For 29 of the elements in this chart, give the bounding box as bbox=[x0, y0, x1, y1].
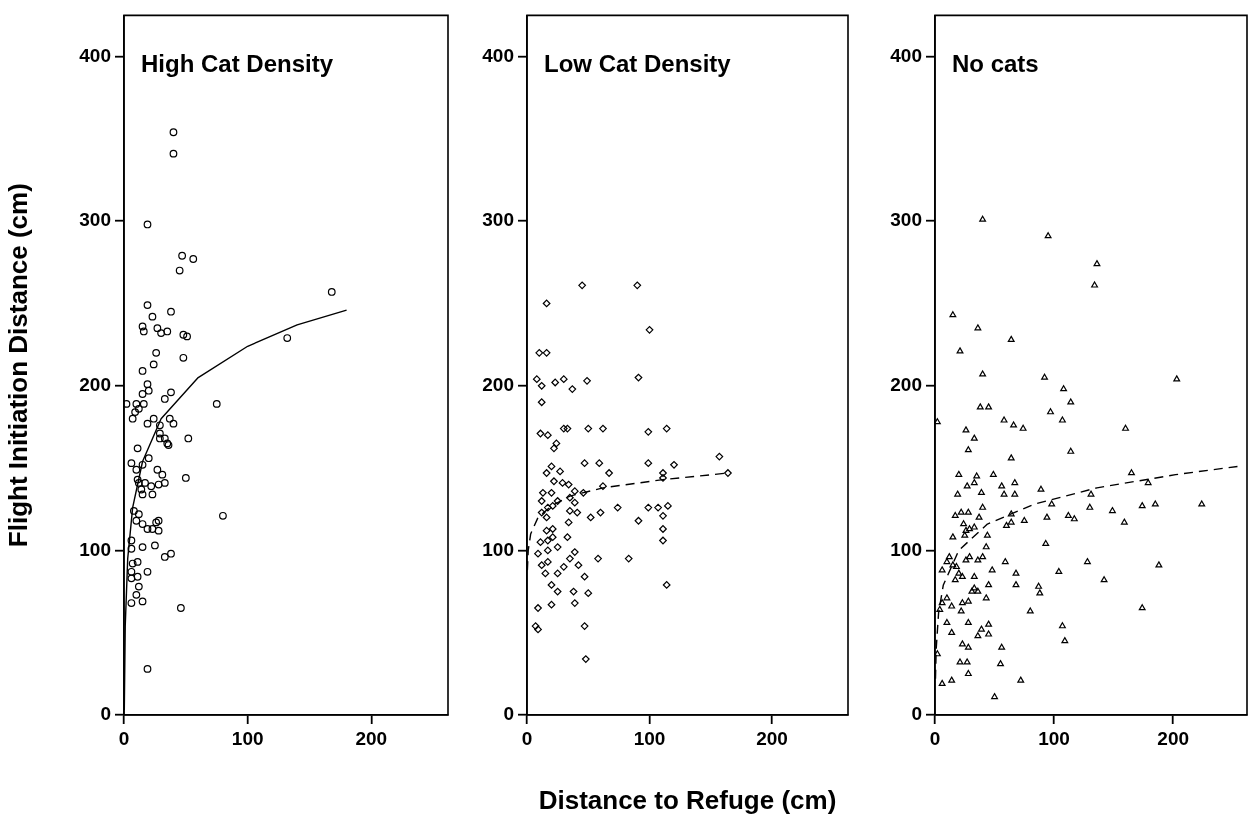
y-tick-label: 400 bbox=[482, 44, 514, 66]
y-axis-title: Flight Initiation Distance (cm) bbox=[2, 183, 33, 548]
text: High Cat Density bbox=[141, 50, 334, 78]
y-tick-label: 200 bbox=[890, 374, 922, 396]
x-tick-label: 200 bbox=[1157, 727, 1190, 749]
x-tick-label: 200 bbox=[355, 727, 388, 749]
x-tick-label: 100 bbox=[633, 727, 666, 749]
y-tick-label: 0 bbox=[911, 703, 922, 725]
y-tick-label: 300 bbox=[79, 209, 111, 231]
y-tick-label: 100 bbox=[890, 538, 922, 560]
y-tick-label: 0 bbox=[100, 703, 111, 725]
y-tick-label: 100 bbox=[482, 538, 514, 560]
y-tick-label: 200 bbox=[482, 374, 514, 396]
y-tick-label: 100 bbox=[79, 538, 111, 560]
x-tick-label: 200 bbox=[756, 727, 788, 749]
x-tick-label: 100 bbox=[1038, 727, 1070, 749]
y-tick-label: 300 bbox=[890, 209, 922, 231]
x-axis-title: Distance to Refuge (cm) bbox=[538, 784, 837, 815]
x-tick-label: 100 bbox=[231, 727, 264, 749]
text: No cats bbox=[952, 50, 1039, 78]
x-tick-label: 0 bbox=[118, 727, 130, 749]
y-tick-label: 0 bbox=[503, 703, 514, 725]
text: Low Cat Density bbox=[544, 50, 732, 78]
y-tick-label: 200 bbox=[79, 374, 111, 396]
x-tick-label: 0 bbox=[521, 727, 533, 749]
x-tick-label: 0 bbox=[929, 727, 941, 749]
y-tick-label: 400 bbox=[79, 44, 111, 66]
y-tick-label: 400 bbox=[890, 44, 922, 66]
y-tick-label: 300 bbox=[482, 209, 514, 231]
